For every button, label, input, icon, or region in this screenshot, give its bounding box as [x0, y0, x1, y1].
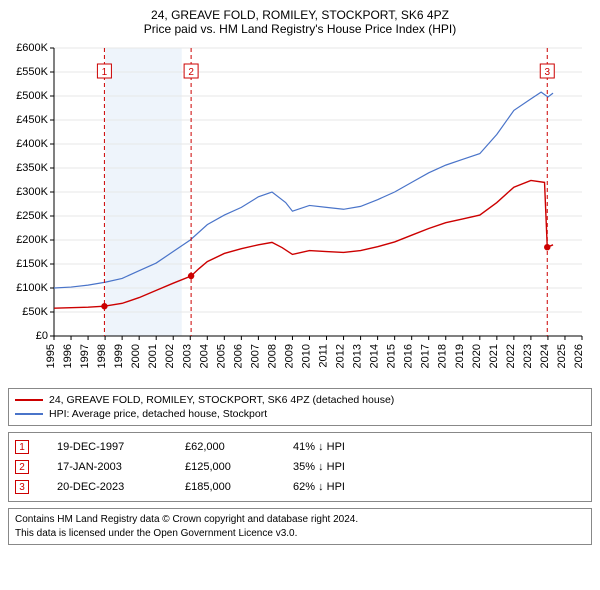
x-tick-label: 1997 [79, 344, 91, 368]
x-tick-label: 2020 [471, 344, 483, 368]
event-marker-icon: 1 [15, 440, 29, 454]
event-row: 3 20-DEC-2023 £185,000 62% ↓ HPI [15, 477, 585, 497]
x-tick-label: 2011 [318, 344, 330, 368]
event-row: 2 17-JAN-2003 £125,000 35% ↓ HPI [15, 457, 585, 477]
legend-swatch [15, 413, 43, 415]
y-tick-label: £200K [16, 234, 48, 246]
x-tick-label: 2026 [573, 344, 585, 368]
legend-label: 24, GREAVE FOLD, ROMILEY, STOCKPORT, SK6… [49, 394, 394, 406]
event-marker-icon: 2 [15, 460, 29, 474]
event-flag-label-2: 2 [188, 67, 194, 78]
title-line-2: Price paid vs. HM Land Registry's House … [8, 22, 592, 36]
event-date: 20-DEC-2023 [57, 481, 157, 493]
x-tick-label: 2013 [352, 344, 364, 368]
legend-item: HPI: Average price, detached house, Stoc… [15, 407, 585, 421]
x-tick-label: 2024 [539, 344, 551, 368]
event-delta: 41% ↓ HPI [293, 441, 585, 453]
event-date: 19-DEC-1997 [57, 441, 157, 453]
event-price: £62,000 [185, 441, 265, 453]
x-tick-label: 2021 [488, 344, 500, 368]
x-tick-label: 2025 [556, 344, 568, 368]
events-table: 1 19-DEC-1997 £62,000 41% ↓ HPI 2 17-JAN-2003… [8, 432, 592, 502]
y-tick-label: £100K [16, 282, 48, 294]
event-dot-2 [188, 273, 194, 279]
y-tick-label: £450K [16, 114, 48, 126]
y-tick-label: £50K [22, 306, 48, 318]
x-tick-label: 2008 [266, 344, 278, 368]
x-tick-label: 2009 [283, 344, 295, 368]
x-tick-label: 2007 [249, 344, 261, 368]
event-dot-1 [101, 303, 107, 309]
x-tick-label: 2002 [164, 344, 176, 368]
legend-item: 24, GREAVE FOLD, ROMILEY, STOCKPORT, SK6… [15, 393, 585, 407]
x-tick-label: 2023 [522, 344, 534, 368]
event-marker-icon: 3 [15, 480, 29, 494]
x-tick-label: 2001 [147, 344, 159, 368]
price-chart: £0 £50K £100K £150K £200K £250K £300K £350K £400… [8, 42, 588, 382]
x-tick-label: 2017 [420, 344, 432, 368]
title-line-1: 24, GREAVE FOLD, ROMILEY, STOCKPORT, SK6… [8, 8, 592, 22]
x-tick-label: 2005 [215, 344, 227, 368]
y-tick-label: £400K [16, 138, 48, 150]
event-flag-label-3: 3 [544, 67, 550, 78]
x-tick-label: 2012 [335, 344, 347, 368]
x-tick-label: 2018 [437, 344, 449, 368]
x-tick-label: 2014 [369, 344, 381, 368]
legend-label: HPI: Average price, detached house, Stoc… [49, 408, 267, 420]
x-tick-label: 2000 [130, 344, 142, 368]
y-tick-label: £350K [16, 162, 48, 174]
x-tick-label: 2003 [181, 344, 193, 368]
disclaimer-line-1: Contains HM Land Registry data © Crown c… [15, 513, 585, 527]
y-tick-label: £0 [36, 330, 48, 342]
y-tick-label: £600K [16, 42, 48, 54]
event-flag-label-1: 1 [102, 67, 108, 78]
x-tick-label: 1996 [62, 344, 74, 368]
event-delta: 62% ↓ HPI [293, 481, 585, 493]
event-dot-3 [544, 244, 550, 250]
x-tick-label: 2022 [505, 344, 517, 368]
y-tick-label: £150K [16, 258, 48, 270]
x-tick-label: 2015 [386, 344, 398, 368]
event-date: 17-JAN-2003 [57, 461, 157, 473]
y-tick-label: £250K [16, 210, 48, 222]
x-tick-label: 1999 [113, 344, 125, 368]
event-row: 1 19-DEC-1997 £62,000 41% ↓ HPI [15, 437, 585, 457]
x-tick-label: 1998 [96, 344, 108, 368]
legend: 24, GREAVE FOLD, ROMILEY, STOCKPORT, SK6… [8, 388, 592, 426]
event-delta: 35% ↓ HPI [293, 461, 585, 473]
x-tick-label: 2006 [232, 344, 244, 368]
disclaimer: Contains HM Land Registry data © Crown c… [8, 508, 592, 545]
event-price: £185,000 [185, 481, 265, 493]
y-tick-label: £300K [16, 186, 48, 198]
x-tick-label: 2010 [300, 344, 312, 368]
x-tick-label: 2016 [403, 344, 415, 368]
y-tick-label: £550K [16, 66, 48, 78]
chart-title-block: 24, GREAVE FOLD, ROMILEY, STOCKPORT, SK6… [8, 8, 592, 36]
x-tick-label: 2019 [454, 344, 466, 368]
x-tick-label: 2004 [198, 344, 210, 368]
x-tick-label: 1995 [45, 344, 57, 368]
chart-container: £0 £50K £100K £150K £200K £250K £300K £350K £400… [8, 42, 592, 382]
y-tick-label: £500K [16, 90, 48, 102]
event-price: £125,000 [185, 461, 265, 473]
disclaimer-line-2: This data is licensed under the Open Gov… [15, 527, 585, 541]
legend-swatch [15, 399, 43, 401]
